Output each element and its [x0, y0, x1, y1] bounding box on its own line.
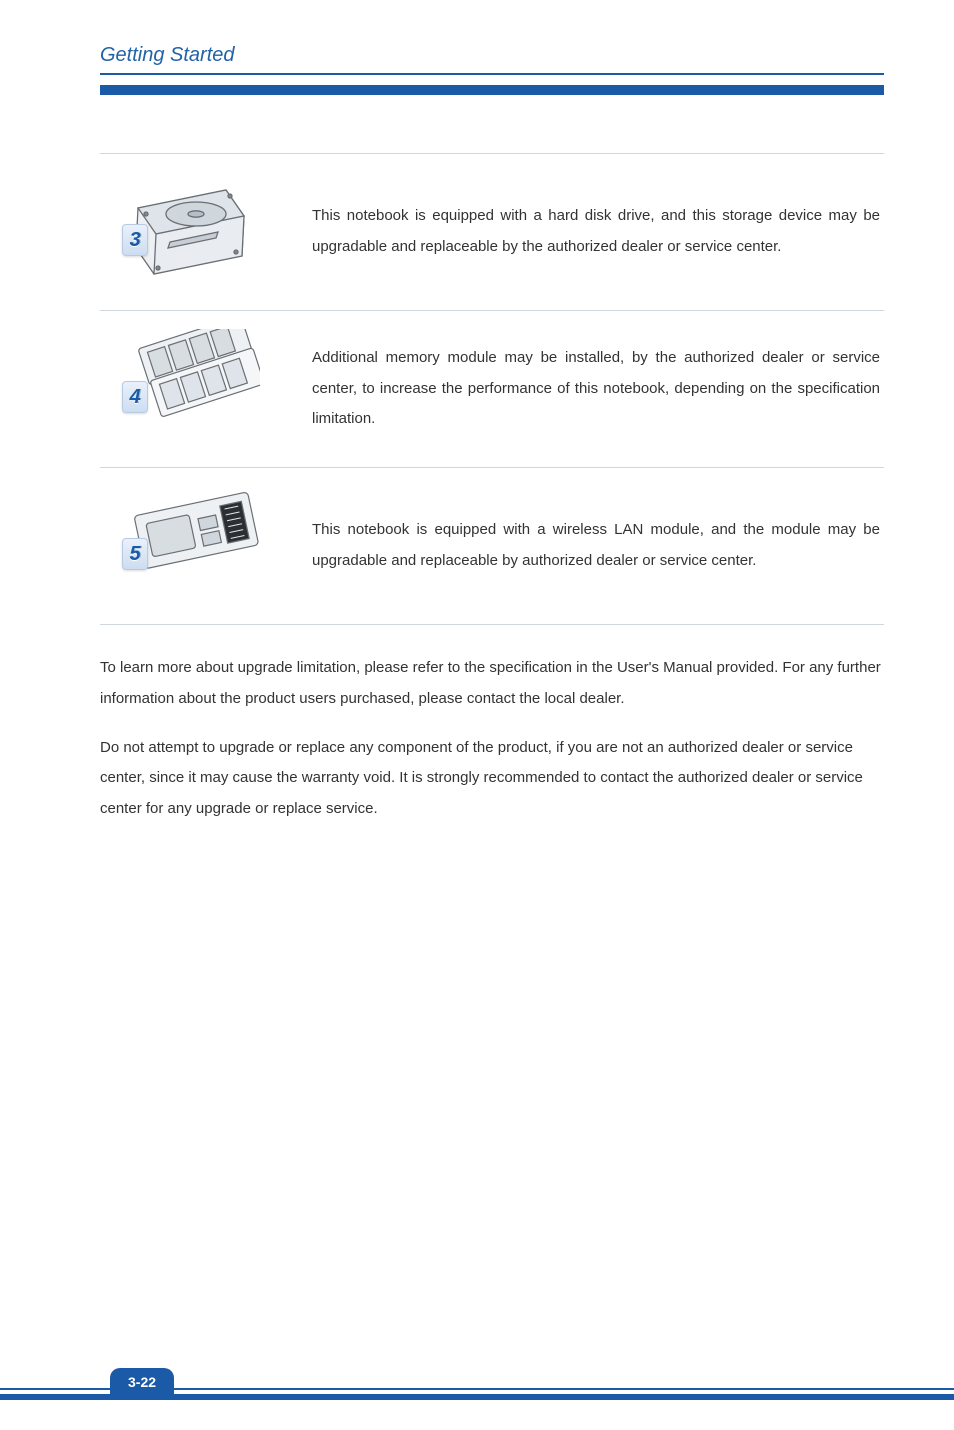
page-number-badge: 3-22	[110, 1368, 174, 1398]
header-rule-thin	[100, 73, 884, 75]
warning-paragraph: Do not attempt to upgrade or replace any…	[100, 733, 884, 825]
step-number: 5	[129, 543, 140, 566]
info-paragraph: To learn more about upgrade limitation, …	[100, 653, 884, 715]
paragraph-block: To learn more about upgrade limitation, …	[100, 653, 884, 825]
page-header: Getting Started	[0, 0, 954, 95]
upgrade-row: 5 This notebook is equipped with a wirel…	[100, 467, 884, 625]
page-number: 3-22	[128, 1374, 156, 1390]
icon-cell: 3	[100, 172, 270, 292]
section-title: Getting Started	[100, 44, 884, 73]
icon-cell: 5	[100, 486, 270, 606]
step-badge: 5	[122, 538, 148, 570]
page-footer: 3-22	[0, 1388, 954, 1400]
step-number: 3	[129, 229, 140, 252]
row-text: Additional memory module may be installe…	[312, 343, 884, 435]
step-badge: 3	[122, 224, 148, 256]
row-text: This notebook is equipped with a hard di…	[312, 201, 884, 263]
step-number: 4	[129, 386, 140, 409]
content-area: 3 This notebook is equipped with a hard …	[0, 95, 954, 825]
upgrade-row: 4 Additional memory module may be instal…	[100, 310, 884, 467]
row-text: This notebook is equipped with a wireles…	[312, 515, 884, 577]
upgrade-row: 3 This notebook is equipped with a hard …	[100, 153, 884, 310]
header-rule-thick	[100, 85, 884, 95]
step-badge: 4	[122, 381, 148, 413]
icon-cell: 4	[100, 329, 270, 449]
